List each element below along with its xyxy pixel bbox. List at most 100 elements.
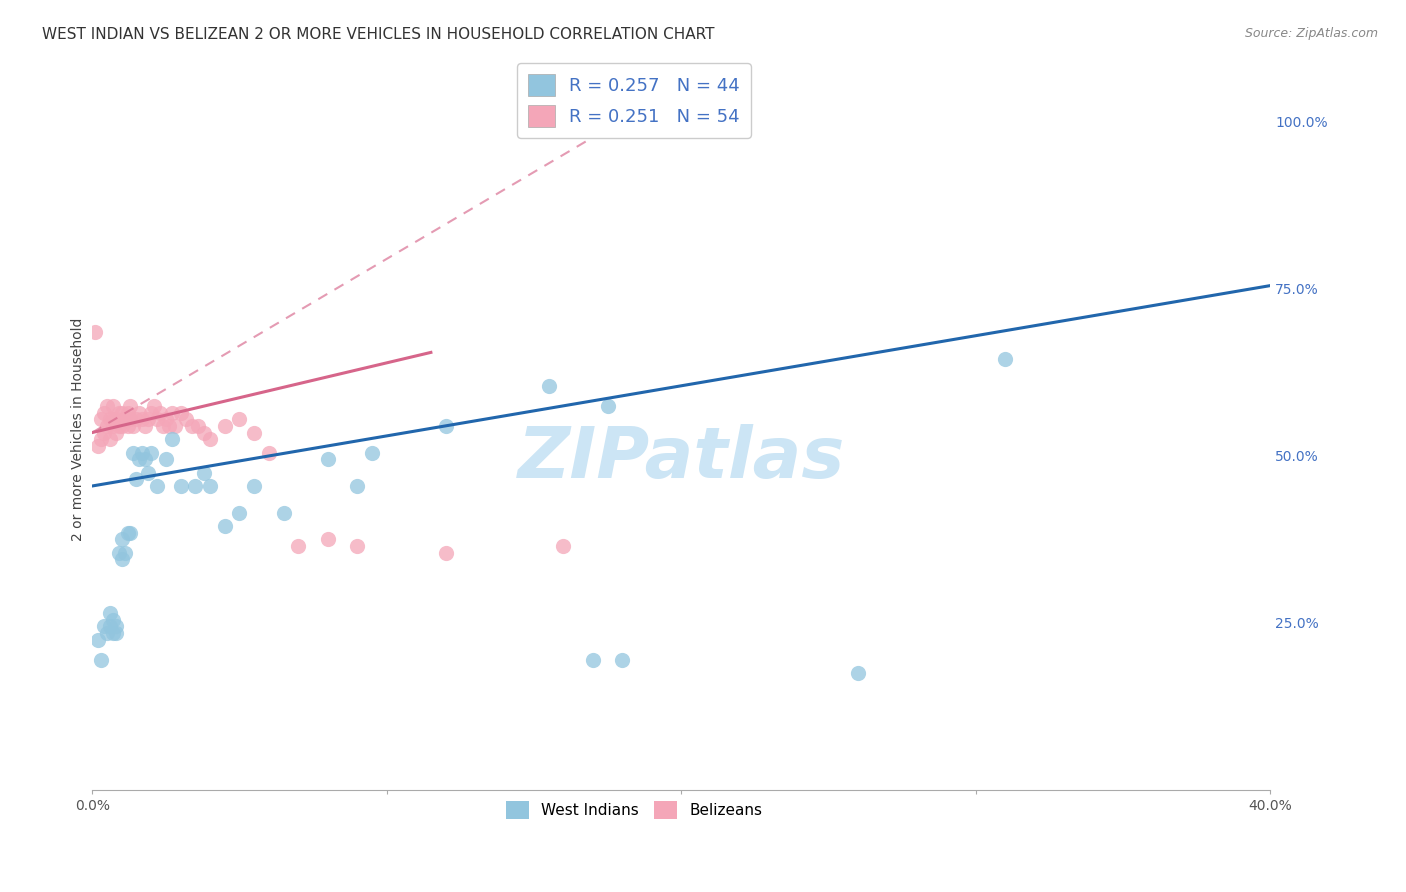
Point <box>553 539 575 553</box>
Point <box>125 412 148 426</box>
Point <box>128 452 150 467</box>
Point <box>136 412 159 426</box>
Point <box>287 539 309 553</box>
Point <box>198 479 221 493</box>
Point <box>87 439 110 453</box>
Point <box>96 399 118 413</box>
Point <box>107 546 129 560</box>
Point <box>169 479 191 493</box>
Point <box>104 626 127 640</box>
Point <box>101 418 124 433</box>
Point <box>228 506 250 520</box>
Point <box>155 412 177 426</box>
Point <box>214 519 236 533</box>
Point <box>98 606 121 620</box>
Point <box>994 352 1017 367</box>
Point <box>90 653 112 667</box>
Legend: West Indians, Belizeans: West Indians, Belizeans <box>499 795 768 826</box>
Point <box>198 432 221 446</box>
Point <box>181 418 204 433</box>
Point <box>104 619 127 633</box>
Point <box>582 653 605 667</box>
Point <box>111 533 134 547</box>
Point <box>122 418 145 433</box>
Point <box>184 479 207 493</box>
Point <box>107 405 129 419</box>
Point <box>114 412 136 426</box>
Point <box>122 445 145 459</box>
Point <box>117 525 139 540</box>
Point <box>101 613 124 627</box>
Point <box>214 418 236 433</box>
Point <box>111 405 134 419</box>
Text: Source: ZipAtlas.com: Source: ZipAtlas.com <box>1244 27 1378 40</box>
Point <box>316 533 339 547</box>
Point <box>104 412 127 426</box>
Point <box>160 405 183 419</box>
Point <box>243 479 266 493</box>
Point <box>152 418 174 433</box>
Point <box>228 412 250 426</box>
Point <box>120 525 142 540</box>
Point <box>193 425 215 440</box>
Point <box>243 425 266 440</box>
Point <box>176 412 198 426</box>
Point <box>273 506 295 520</box>
Point <box>114 546 136 560</box>
Point <box>169 405 191 419</box>
Point <box>96 418 118 433</box>
Point <box>107 418 129 433</box>
Point <box>346 539 368 553</box>
Point <box>98 619 121 633</box>
Point <box>90 432 112 446</box>
Point <box>111 552 134 566</box>
Point <box>98 412 121 426</box>
Point <box>163 418 186 433</box>
Point <box>537 379 560 393</box>
Point <box>117 418 139 433</box>
Y-axis label: 2 or more Vehicles in Household: 2 or more Vehicles in Household <box>72 318 86 541</box>
Point <box>128 405 150 419</box>
Point <box>155 452 177 467</box>
Point <box>84 326 107 340</box>
Point <box>120 399 142 413</box>
Point <box>131 445 153 459</box>
Point <box>101 626 124 640</box>
Point <box>125 472 148 486</box>
Point <box>139 445 162 459</box>
Point <box>612 653 634 667</box>
Point <box>346 479 368 493</box>
Point <box>193 466 215 480</box>
Point <box>134 452 156 467</box>
Point <box>136 466 159 480</box>
Point <box>596 399 619 413</box>
Point <box>434 546 457 560</box>
Point <box>93 425 115 440</box>
Point <box>90 412 112 426</box>
Point <box>361 445 384 459</box>
Point <box>96 626 118 640</box>
Point <box>104 425 127 440</box>
Point <box>139 405 162 419</box>
Point <box>149 405 172 419</box>
Point <box>316 452 339 467</box>
Point <box>846 666 869 681</box>
Point <box>93 405 115 419</box>
Text: ZIPatlas: ZIPatlas <box>517 424 845 492</box>
Point <box>143 399 166 413</box>
Point <box>160 432 183 446</box>
Point <box>257 445 280 459</box>
Point <box>101 412 124 426</box>
Point <box>146 479 169 493</box>
Point <box>101 399 124 413</box>
Point <box>131 412 153 426</box>
Point <box>117 405 139 419</box>
Point <box>146 412 169 426</box>
Point <box>120 412 142 426</box>
Point <box>98 432 121 446</box>
Point <box>157 418 180 433</box>
Point <box>93 619 115 633</box>
Point <box>187 418 209 433</box>
Point <box>434 418 457 433</box>
Point <box>134 418 156 433</box>
